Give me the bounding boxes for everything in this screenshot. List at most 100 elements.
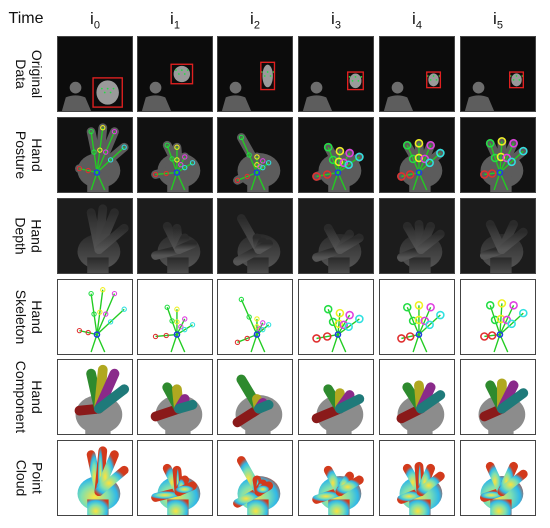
row-label-text: Hand Skeleton (13, 289, 46, 345)
skeleton-overlay (397, 139, 445, 191)
finger-shape (254, 481, 274, 497)
panel-image (461, 118, 535, 192)
row-label-text: Hand Depth (12, 217, 45, 255)
panel-image (380, 441, 454, 515)
panel-image (218, 280, 292, 354)
finger-joint (97, 147, 103, 153)
panel-cloud-2 (217, 440, 293, 516)
finger-shape (416, 471, 445, 497)
wrist-segment (488, 420, 514, 434)
finger-joint (76, 327, 83, 334)
palm-center-joint (334, 169, 342, 176)
finger-bone (96, 127, 104, 173)
column-header-subscript: 5 (496, 19, 503, 32)
hand-silhouette (312, 223, 364, 273)
hand-silhouette (479, 459, 528, 515)
panel-image (461, 280, 535, 354)
finger-joint (344, 322, 353, 332)
finger-joint (405, 332, 415, 341)
person-head (229, 81, 242, 94)
panel-image (218, 37, 292, 111)
panel-image (299, 280, 373, 354)
finger-joint (436, 310, 445, 320)
finger-joint (414, 315, 424, 325)
finger-joint (496, 152, 506, 162)
finger-joint (507, 157, 516, 167)
hand-silhouette (233, 214, 281, 273)
wrist-shape (490, 257, 512, 273)
detected-joint-dot (180, 69, 183, 71)
finger-shape (94, 223, 129, 255)
finger-bone (499, 303, 503, 335)
wrist-shape (247, 257, 269, 273)
raised-hand (262, 64, 273, 88)
finger-bone (166, 307, 178, 335)
row-label-cloud: Point Cloud (4, 440, 54, 516)
finger-joint (85, 329, 91, 336)
palm-center-joint (253, 331, 261, 338)
finger-joint (234, 339, 241, 345)
finger-joint (414, 139, 424, 148)
wrist-shape (328, 499, 350, 515)
person-torso (141, 95, 172, 111)
finger-joint (519, 146, 528, 156)
finger-bone (96, 293, 116, 335)
skeleton-overlay (152, 142, 196, 191)
panel-original-2 (217, 36, 293, 112)
panel-original-5 (460, 36, 536, 112)
hand-bounding-box (260, 61, 276, 91)
finger-joint (182, 154, 188, 160)
person-silhouette (302, 81, 333, 111)
finger-segment (174, 399, 198, 414)
panel-image (299, 37, 373, 111)
row-label-component: Hand Component (4, 359, 54, 435)
finger-joint (163, 170, 169, 177)
panel-image (218, 199, 292, 273)
panel-depth-0 (57, 198, 133, 274)
panel-posture-1 (137, 117, 213, 193)
wrist-shape (167, 176, 189, 192)
panel-skeleton-3 (298, 279, 374, 355)
wrist-shape (167, 499, 189, 515)
palm-center-joint (93, 331, 101, 338)
person-torso (383, 95, 414, 111)
finger-segment (94, 384, 130, 414)
hand-silhouette (397, 461, 445, 515)
panel-image (58, 118, 132, 192)
finger-shape (497, 469, 528, 497)
finger-joint (88, 290, 94, 297)
detected-joint-dot (518, 78, 521, 81)
column-header-base: i (412, 9, 416, 28)
finger-bone (499, 143, 515, 173)
person-torso (302, 95, 333, 111)
finger-bone (327, 308, 339, 335)
panel-image (58, 37, 132, 111)
finger-joint (260, 326, 266, 333)
finger-joint (402, 140, 412, 150)
wrist-segment (326, 420, 352, 434)
finger-bone (499, 150, 524, 174)
person-torso (221, 95, 252, 111)
palm-center-joint (173, 169, 181, 176)
raised-hand (511, 73, 522, 87)
panel-depth-4 (379, 198, 455, 274)
finger-joint (169, 156, 175, 162)
detected-joint-dot (435, 78, 438, 81)
panel-image (138, 37, 212, 111)
person-torso (61, 95, 92, 111)
palm-center-joint (415, 331, 423, 338)
finger-joint (323, 304, 333, 314)
finger-bone (96, 289, 104, 335)
finger-joint (425, 320, 434, 330)
finger-joint (436, 148, 445, 158)
panel-image (461, 441, 535, 515)
finger-joint (507, 319, 516, 329)
finger-shape (174, 239, 197, 255)
panel-image (218, 441, 292, 515)
column-header-subscript: 3 (334, 19, 341, 32)
panel-posture-4 (379, 117, 455, 193)
finger-joint (91, 311, 97, 317)
finger-joint (334, 319, 344, 329)
detected-joint-dot (432, 75, 435, 77)
finger-joint (509, 139, 518, 148)
